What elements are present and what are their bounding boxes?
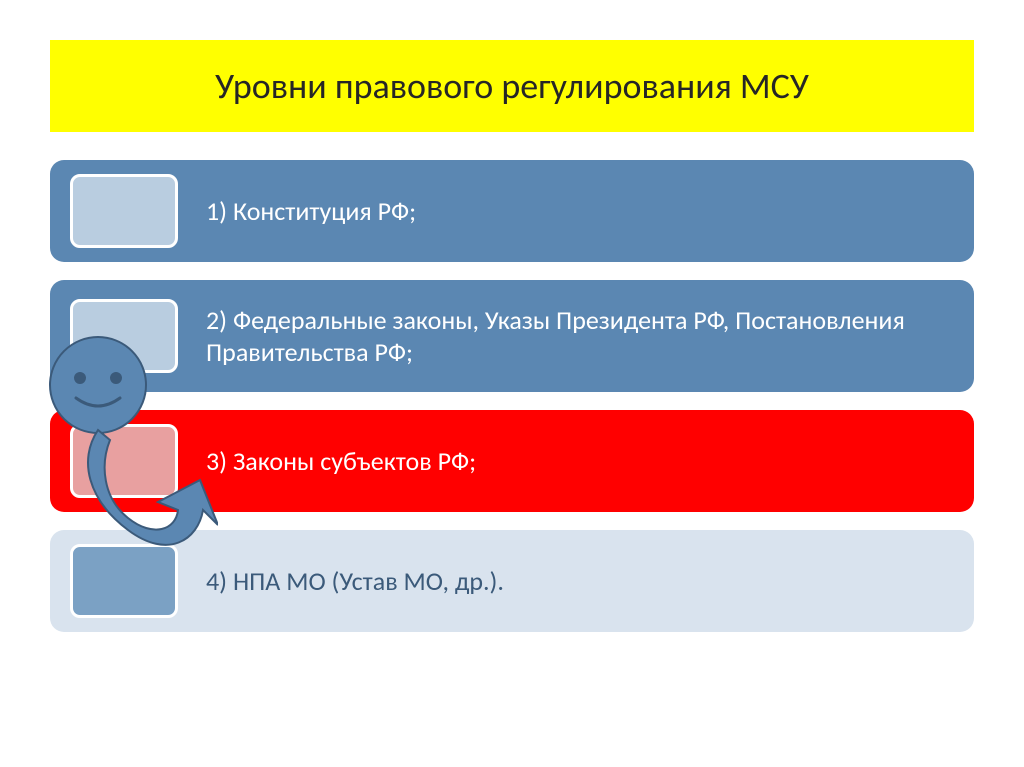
level-label-4: 4) НПА МО (Устав МО, др.). <box>206 565 954 598</box>
level-label-2: 2) Федеральные законы, Указы Президента … <box>206 304 954 369</box>
level-label-1: 1) Конституция РФ; <box>206 195 954 228</box>
level-icon-1 <box>70 174 178 248</box>
level-item-1: 1) Конституция РФ; <box>50 160 974 262</box>
smiley-icon <box>28 330 218 590</box>
slide-root: Уровни правового регулирования МСУ 1) Ко… <box>0 0 1024 767</box>
slide-title: Уровни правового регулирования МСУ <box>50 40 974 132</box>
level-label-3: 3) Законы субъектов РФ; <box>206 445 954 478</box>
